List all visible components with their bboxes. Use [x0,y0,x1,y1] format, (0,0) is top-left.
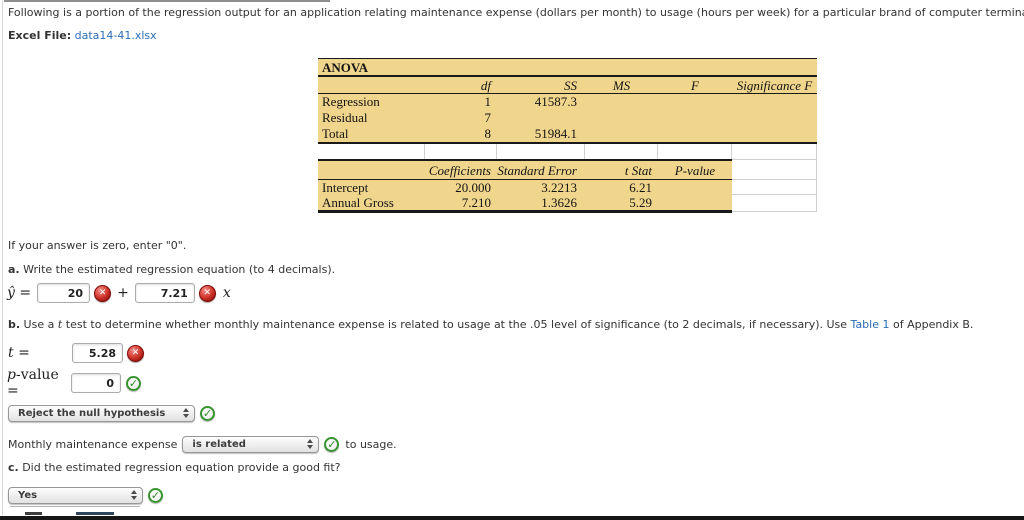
t-label: t = [8,345,30,361]
anova-header-ss: SS [564,78,577,93]
part-a-text: a. Write the estimated regression equati… [8,263,336,276]
clipped-element-top-edge [4,0,330,2]
dropdown-stepper-icon [307,439,314,449]
p-value-input[interactable] [71,373,121,393]
anova-title-row: ANOVA [318,59,817,77]
p-value-answer-row: p-value = ✓ [7,367,141,399]
part-c-label: c. [8,461,19,474]
correct-icon: ✓ [200,405,215,421]
excel-file-link[interactable]: data14-41.xlsx [74,29,157,42]
part-b-label: b. [8,318,21,331]
correct-icon: ✓ [148,487,163,503]
clipped-text-fragment [76,512,114,515]
part-b-text: b. Use a t test to determine whether mon… [8,318,974,331]
hypothesis-conclusion-row: Reject the null hypothesis ✓ [8,403,215,423]
intercept-input[interactable] [37,283,91,303]
anova-row-residual: Residual 7 [322,110,491,125]
incorrect-icon: ✕ [94,284,112,302]
coefficients-block: Coefficients Standard Error t Stat P-val… [318,159,817,213]
coefficients-table: Coefficients Standard Error t Stat P-val… [318,159,732,213]
table-1-link[interactable]: Table 1 [850,318,890,331]
hypothesis-dropdown[interactable]: Reject the null hypothesis [8,404,195,422]
t-stat-input[interactable] [72,343,123,363]
t-variable: t [57,318,63,331]
part-a-label: a. [8,263,20,276]
anova-title: ANOVA [322,60,368,75]
equation-answer-row: ŷ = ✕ + ✕ x [7,281,231,305]
excel-file-line: Excel File: data14-41.xlsx [8,29,157,42]
anova-header-ms: MS [612,78,631,93]
relation-conclusion-row: Monthly maintenance expense is related ✓… [8,434,397,454]
p-value-label: p-value = [7,367,59,399]
zero-note: If your answer is zero, enter "0". [8,239,187,252]
incorrect-icon: ✕ [198,284,216,302]
coef-header-coefficients: Coefficients [428,163,491,178]
conclusion-prefix: Monthly maintenance expense [8,437,178,451]
content-left-border [2,1,3,515]
anova-row-total: Total 8 51984.1 [322,126,577,141]
conclusion-suffix: to usage. [345,437,397,451]
anova-row-regression: Regression 1 41587.3 [322,94,577,109]
bottom-divider-bar [0,516,1024,520]
incorrect-icon: ✕ [127,344,144,362]
clipped-element-edge [10,506,140,507]
plus-sign: + [117,285,129,301]
y-hat-label: ŷ = [7,285,32,301]
dropdown-stepper-icon [131,490,137,500]
dropdown-stepper-icon [183,408,189,418]
regression-output-tables: ANOVA df SS MS F Significance F Regressi… [318,58,817,213]
clipped-text-fragment [25,512,42,515]
good-fit-answer-row: Yes ✓ [8,485,163,505]
spreadsheet-gridline-row [318,144,817,159]
t-statistic-answer-row: t = ✕ [8,341,144,365]
anova-header-sig-f: Significance F [736,78,813,93]
empty-spreadsheet-cells [732,159,817,213]
part-c-text: c. Did the estimated regression equation… [8,461,341,474]
x-variable-label: x [222,285,231,301]
anova-header-f: F [691,78,699,93]
relation-dropdown[interactable]: is related [182,435,320,453]
slope-input[interactable] [134,283,195,303]
correct-icon: ✓ [324,436,340,452]
anova-header-row: df SS MS F Significance F [318,77,817,94]
coef-row-intercept: Intercept 20.000 3.2213 6.21 [322,180,652,195]
coefficients-header-row: Coefficients Standard Error t Stat P-val… [318,161,732,180]
good-fit-dropdown[interactable]: Yes [8,486,143,504]
excel-file-label: Excel File: [8,29,72,42]
anova-header-df: df [480,78,491,93]
coef-row-annual-gross-rents: Annual Gross Rents 7.210 1.3626 5.29 [322,195,652,210]
coef-header-t-stat: t Stat [624,163,652,178]
coef-header-p-value: P-value [674,163,716,178]
correct-icon: ✓ [126,375,141,391]
problem-intro-text: Following is a portion of the regression… [8,6,1024,19]
coef-header-standard-error: Standard Error [497,163,577,178]
anova-table: ANOVA df SS MS F Significance F Regressi… [318,58,817,144]
